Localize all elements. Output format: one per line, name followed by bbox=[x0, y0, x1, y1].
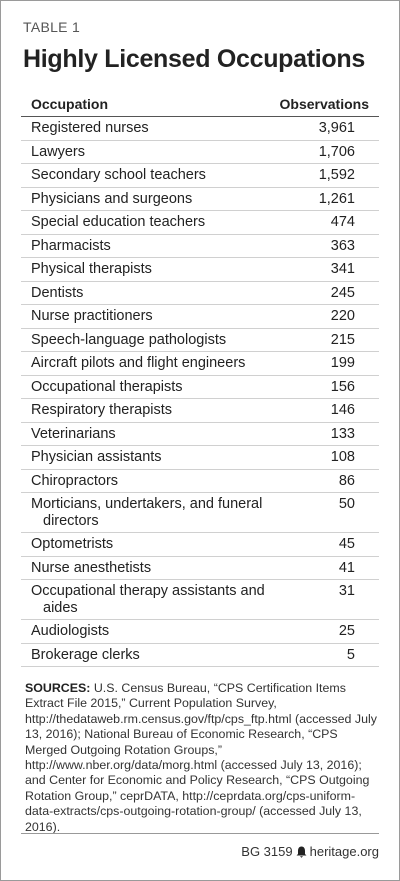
table-row: Morticians, undertakers, and funeral dir… bbox=[21, 493, 379, 533]
observations: 1,592 bbox=[318, 167, 355, 183]
occupation: Speech-language pathologists bbox=[31, 331, 227, 348]
observations: 156 bbox=[330, 378, 355, 395]
occupation: Aircraft pilots and flight engineers bbox=[31, 355, 246, 371]
table-row: Physician assistants 108 bbox=[21, 446, 379, 470]
observations: 3,961 bbox=[318, 120, 355, 136]
observations: 1,261 bbox=[318, 190, 355, 207]
observations: 215 bbox=[330, 331, 355, 348]
table-row: Veterinarians 133 bbox=[21, 423, 379, 446]
occupation: Physical therapists bbox=[31, 261, 152, 277]
observations: 45 bbox=[338, 536, 355, 552]
table-header: Occupation Observations bbox=[21, 94, 379, 117]
table-row: Respiratory therapists 146 bbox=[21, 399, 379, 423]
occupation: Special education teachers bbox=[31, 214, 206, 230]
occupation: Secondary school teachers bbox=[31, 167, 206, 183]
occupation: Veterinarians bbox=[31, 425, 116, 442]
occupation: Respiratory therapists bbox=[31, 402, 173, 418]
occupation: Audiologists bbox=[31, 623, 110, 639]
table-row: Optometrists 45 bbox=[21, 533, 379, 557]
observations: 133 bbox=[330, 425, 355, 442]
table-row: Nurse practitioners 220 bbox=[21, 305, 379, 329]
observations: 31 bbox=[338, 583, 355, 599]
occupation: Nurse anesthetists bbox=[31, 559, 152, 576]
table-row: Occupational therapy assistants and aide… bbox=[21, 580, 379, 620]
observations: 363 bbox=[330, 237, 355, 254]
site: heritage.org bbox=[309, 844, 379, 859]
occupation: Optometrists bbox=[31, 536, 114, 552]
table-row: Registered nurses 3,961 bbox=[21, 117, 379, 141]
occupation: Chiropractors bbox=[31, 472, 119, 489]
bell-icon bbox=[296, 846, 307, 858]
table-row: Special education teachers 474 bbox=[21, 211, 379, 235]
sources-label: SOURCES: bbox=[25, 681, 91, 695]
table-row: Dentists 245 bbox=[21, 282, 379, 305]
table-row: Aircraft pilots and flight engineers 199 bbox=[21, 352, 379, 376]
sources-text: U.S. Census Bureau, “CPS Certification I… bbox=[25, 681, 377, 834]
column-header: Observations bbox=[279, 96, 369, 112]
observations: 41 bbox=[338, 559, 355, 576]
observations: 199 bbox=[330, 355, 355, 371]
occupation: Morticians, undertakers, and funeral dir… bbox=[31, 496, 263, 529]
table-row: Audiologists 25 bbox=[21, 620, 379, 644]
title: Highly Licensed Occupations bbox=[23, 45, 365, 73]
table-row: Brokerage clerks 5 bbox=[21, 644, 379, 667]
occupation: Pharmacists bbox=[31, 237, 111, 254]
observations: 86 bbox=[338, 472, 355, 489]
observations: 245 bbox=[330, 284, 355, 301]
table-row: Chiropractors 86 bbox=[21, 470, 379, 493]
observations: 146 bbox=[330, 402, 355, 418]
observations: 474 bbox=[330, 214, 355, 230]
observations: 108 bbox=[330, 449, 355, 465]
report-code: BG 3159 bbox=[241, 844, 293, 859]
observations: 50 bbox=[338, 496, 355, 512]
table-row: Speech-language pathologists 215 bbox=[21, 329, 379, 352]
table-row: Secondary school teachers 1,592 bbox=[21, 164, 379, 188]
table-row: Occupational therapists 156 bbox=[21, 376, 379, 399]
observations: 341 bbox=[330, 261, 355, 277]
table-row: Physicians and surgeons 1,261 bbox=[21, 188, 379, 211]
observations: 220 bbox=[330, 308, 355, 324]
occupation: Lawyers bbox=[31, 143, 85, 160]
occupation: Physicians and surgeons bbox=[31, 190, 193, 207]
footer: BG 3159 heritage.org bbox=[21, 833, 379, 859]
table-row: Physical therapists 341 bbox=[21, 258, 379, 282]
occupation: Nurse practitioners bbox=[31, 308, 153, 324]
sources: SOURCES: U.S. Census Bureau, “CPS Certif… bbox=[25, 681, 377, 835]
observations: 25 bbox=[338, 623, 355, 639]
table-row: Lawyers 1,706 bbox=[21, 141, 379, 164]
table: Occupation Observations Registered nurse… bbox=[21, 94, 379, 667]
occupation: Physician assistants bbox=[31, 449, 162, 465]
table-label: TABLE 1 bbox=[23, 19, 81, 35]
occupation: Occupational therapy assistants and aide… bbox=[31, 583, 265, 616]
occupation: Dentists bbox=[31, 284, 84, 301]
occupation: Occupational therapists bbox=[31, 378, 183, 395]
column-header: Occupation bbox=[31, 96, 109, 112]
observations: 5 bbox=[346, 646, 355, 663]
table-row: Pharmacists 363 bbox=[21, 235, 379, 258]
table-row: Nurse anesthetists 41 bbox=[21, 557, 379, 580]
occupation: Registered nurses bbox=[31, 120, 149, 136]
occupation: Brokerage clerks bbox=[31, 646, 140, 663]
observations: 1,706 bbox=[318, 143, 355, 160]
